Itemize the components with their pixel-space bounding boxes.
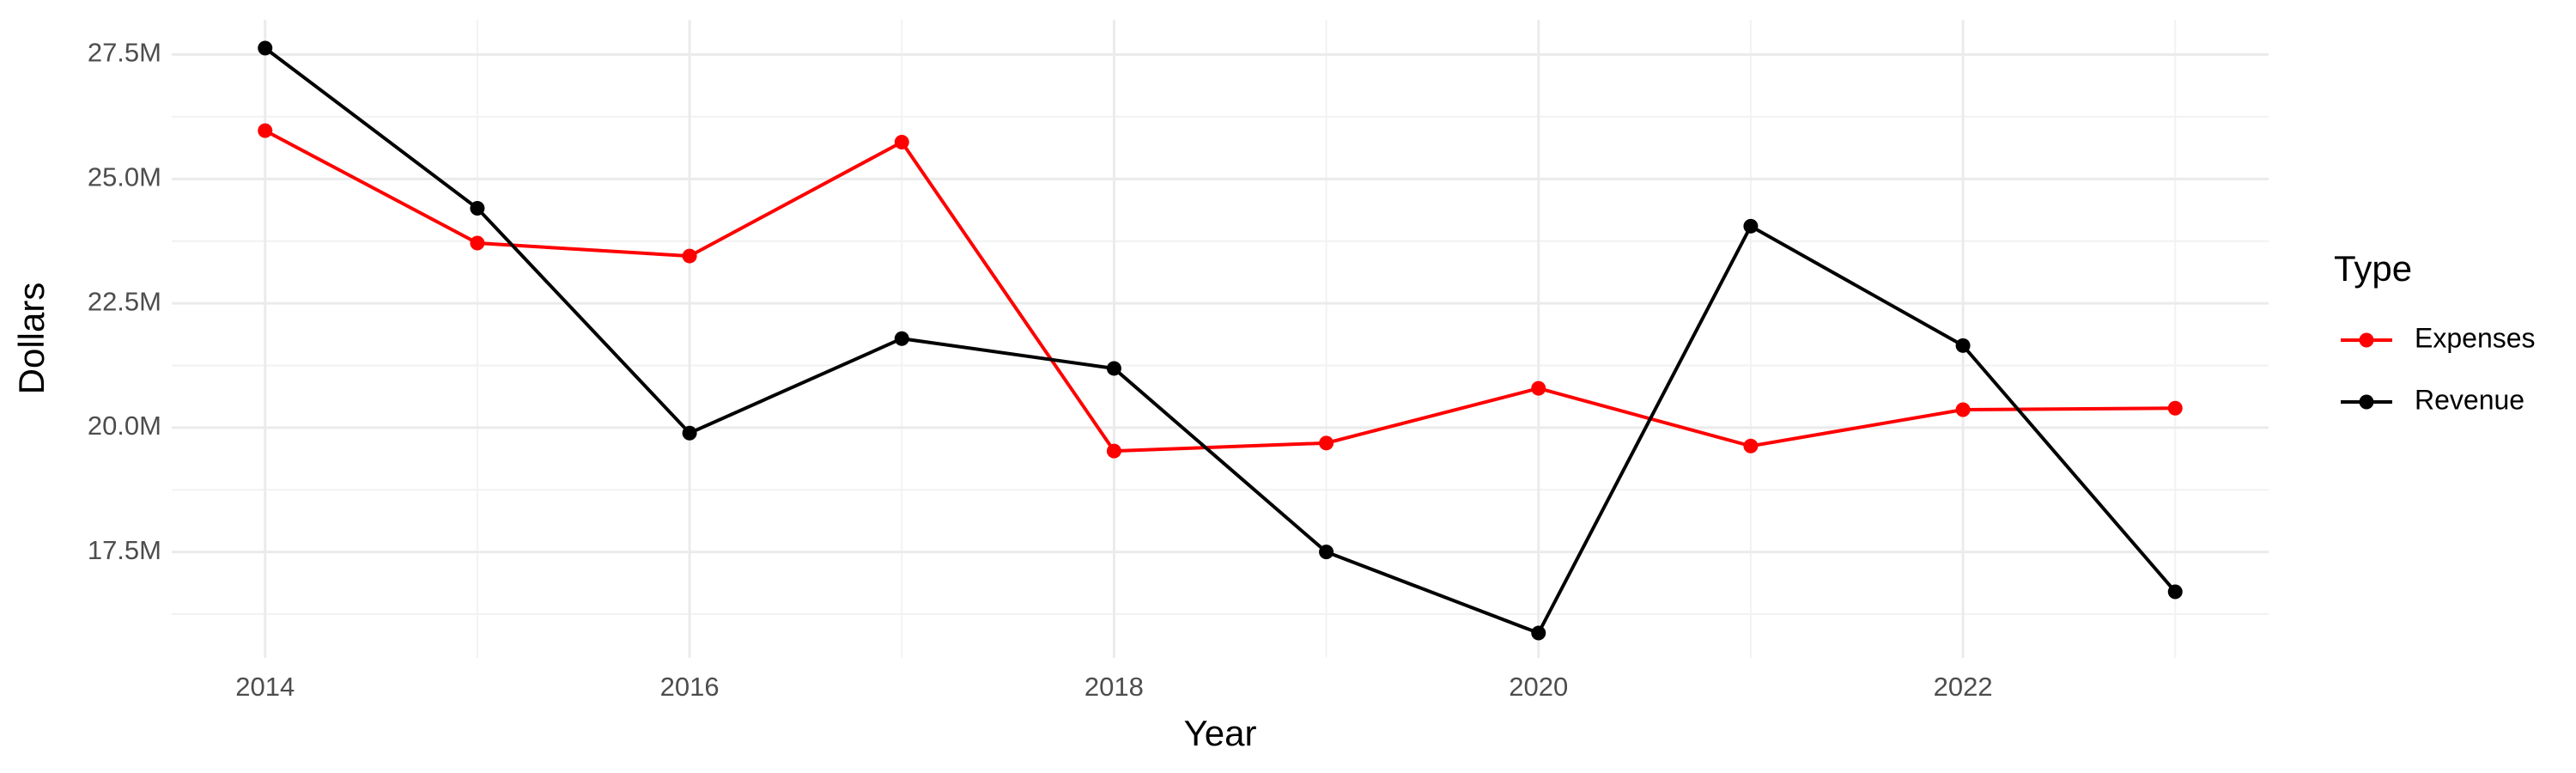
x-tick-label: 2016 bbox=[660, 672, 720, 702]
data-point bbox=[2167, 400, 2183, 416]
y-tick-label: 22.5M bbox=[88, 286, 161, 316]
legend-key-point bbox=[2359, 394, 2374, 410]
series-line bbox=[264, 129, 2176, 453]
data-point bbox=[1743, 218, 1759, 234]
y-tick-label: 27.5M bbox=[88, 38, 161, 68]
data-point bbox=[1531, 625, 1546, 641]
legend-key-point bbox=[2359, 332, 2374, 348]
data-point bbox=[1955, 402, 1971, 417]
data-point bbox=[258, 40, 273, 56]
x-axis-title: Year bbox=[1184, 713, 1257, 753]
data-point bbox=[682, 248, 697, 264]
data-point bbox=[894, 331, 909, 346]
data-point bbox=[2167, 584, 2183, 600]
data-point bbox=[1743, 438, 1759, 453]
data-point bbox=[894, 134, 909, 149]
y-tick-label: 25.0M bbox=[88, 162, 161, 192]
data-point bbox=[1531, 380, 1546, 396]
data-point bbox=[258, 123, 273, 138]
x-tick-label: 2018 bbox=[1084, 672, 1144, 702]
x-tick-label: 2022 bbox=[1934, 672, 1993, 702]
x-tick-label: 2020 bbox=[1509, 672, 1568, 702]
data-point bbox=[1955, 338, 1971, 353]
legend-label: Expenses bbox=[2415, 322, 2536, 353]
data-point bbox=[470, 200, 485, 216]
y-tick-label: 17.5M bbox=[88, 535, 161, 565]
series-line bbox=[264, 46, 2177, 636]
data-point bbox=[1106, 443, 1121, 459]
y-axis-title: Dollars bbox=[11, 283, 52, 395]
legend-title: Type bbox=[2334, 248, 2412, 289]
data-point bbox=[1319, 545, 1334, 560]
data-point bbox=[1106, 361, 1121, 376]
x-tick-label: 2014 bbox=[235, 672, 295, 702]
data-point bbox=[1319, 435, 1334, 451]
legend-label: Revenue bbox=[2415, 384, 2524, 415]
data-point bbox=[682, 425, 697, 441]
y-tick-label: 20.0M bbox=[88, 411, 161, 441]
data-point bbox=[470, 235, 485, 251]
